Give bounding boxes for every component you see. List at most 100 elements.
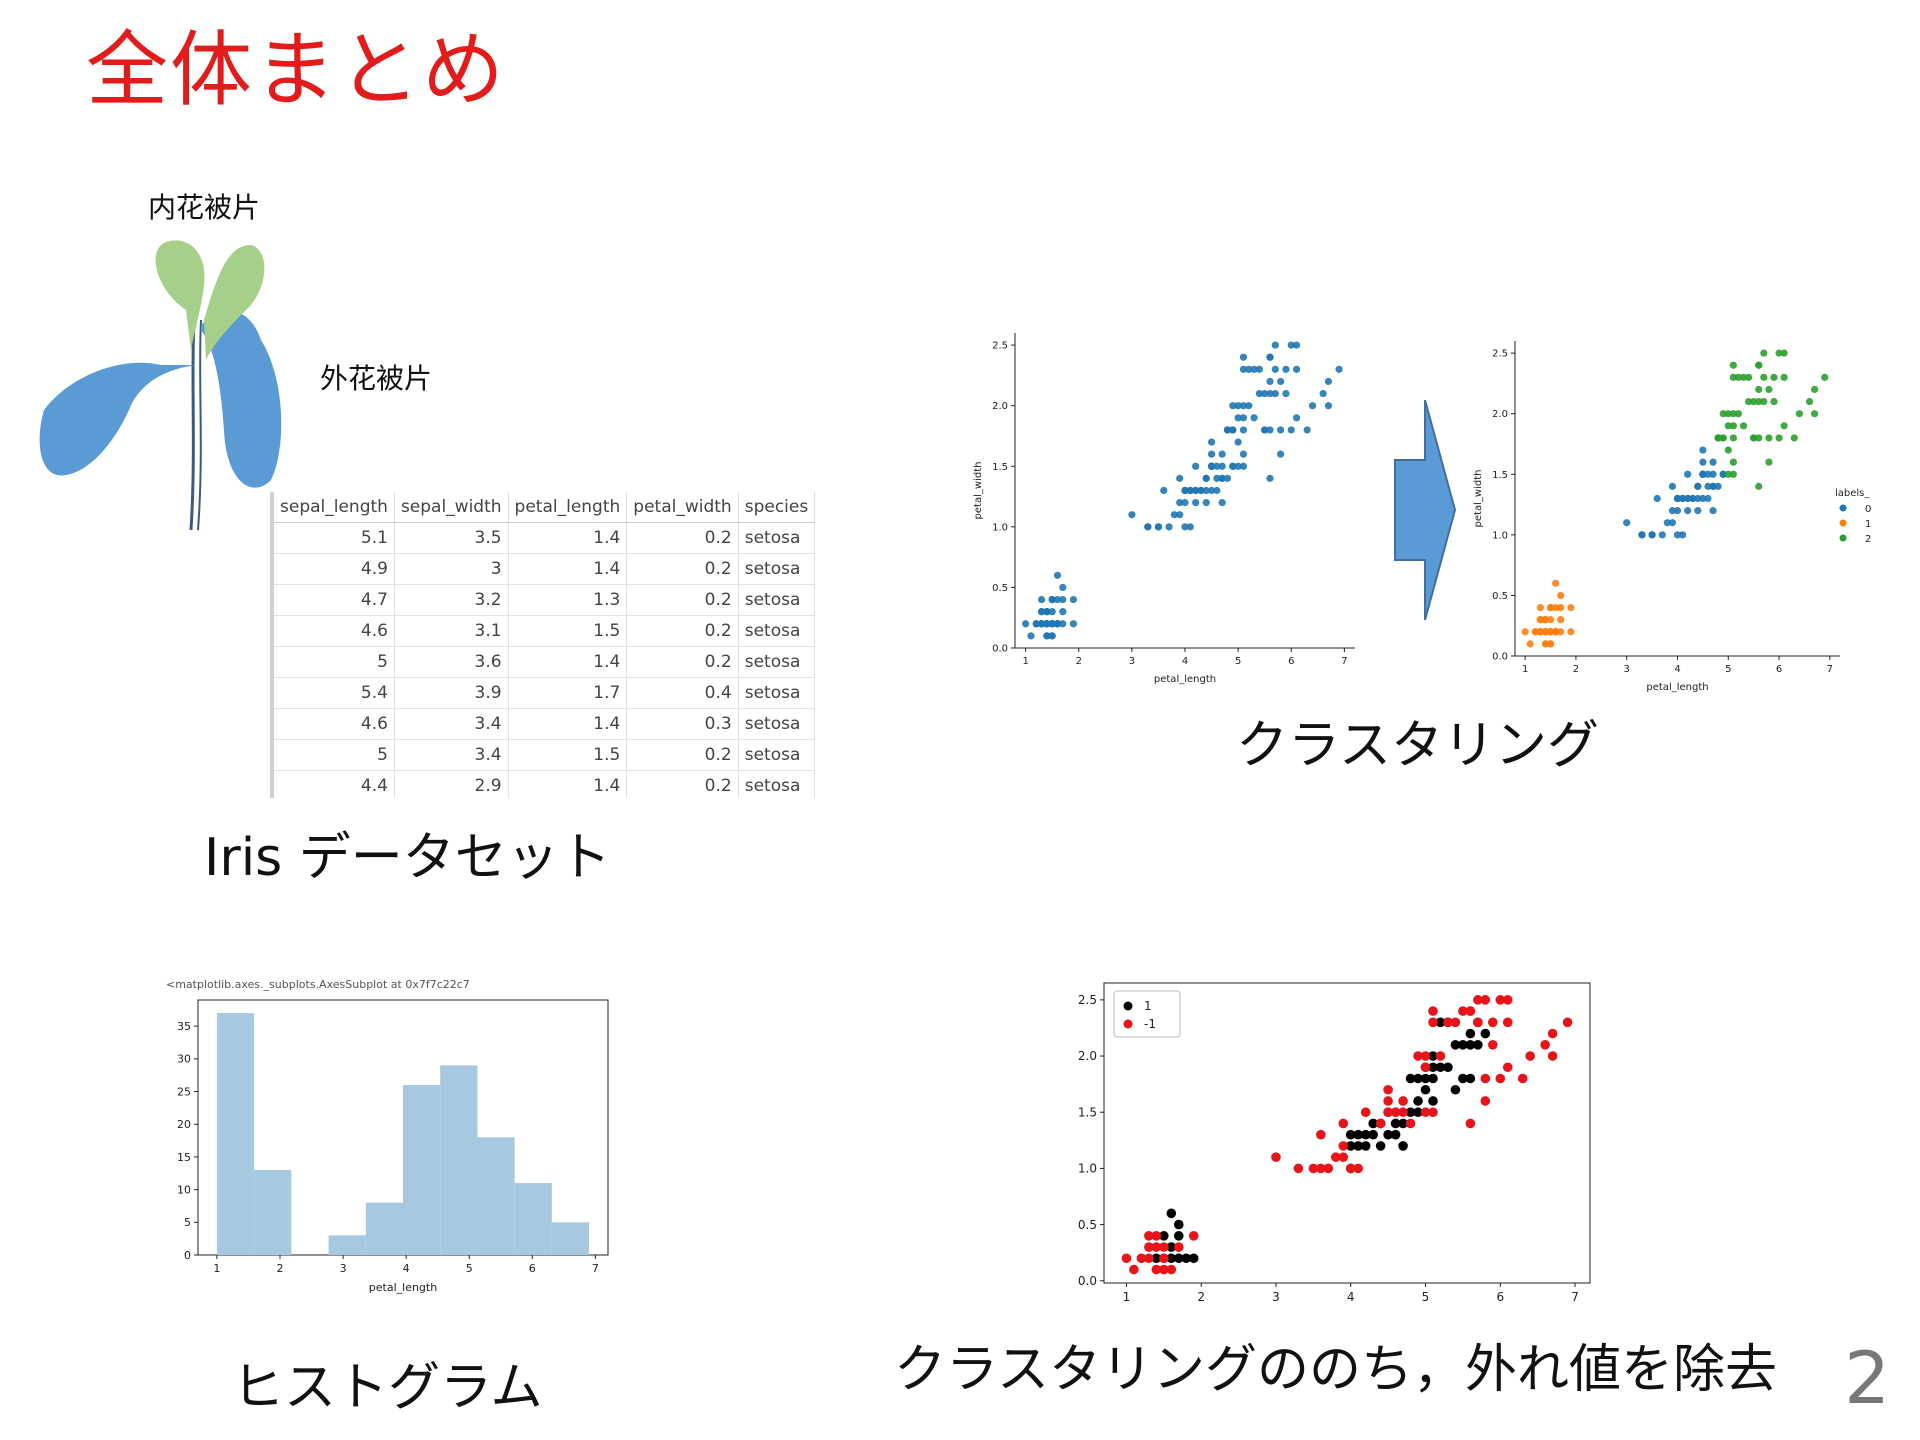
inlier-point [1390,1129,1401,1140]
legend-label: 1 [1865,519,1871,530]
scatter-point [1048,608,1056,616]
scatter-point [1239,450,1248,458]
scatter-point [1541,616,1550,624]
histogram-bar [254,1170,292,1255]
x-tick-label: 6 [1776,664,1782,675]
x-tick-label: 4 [1182,656,1188,667]
table-cell: 0.2 [626,522,739,554]
outlier-point [1166,1264,1177,1275]
scatter-point [1546,628,1555,636]
table-row: 5 3.6 1.4 0.2 setosa [274,646,816,678]
scatter-point [1734,373,1743,381]
scatter-point [1271,365,1279,373]
outlier-point [1151,1231,1162,1241]
y-tick-label: 25 [177,1085,191,1098]
histogram-bar [216,1013,255,1255]
outlier-point [1502,1062,1513,1073]
outlier-point [1271,1152,1281,1162]
outlier-point [1144,1242,1154,1252]
outlier-point [1502,1017,1513,1028]
y-tick-label: 2.0 [1492,409,1508,420]
outlier-point [1458,1006,1468,1016]
scatter-point [1271,341,1279,349]
inlier-point [1413,1096,1423,1106]
inlier-point [1443,1062,1453,1073]
scatter-point [1207,462,1216,470]
scatter-point [1724,410,1732,418]
scatter-point [1192,462,1200,470]
table-cell: 1.5 [508,615,628,647]
scatter-point [1165,523,1173,531]
scatter-point [1678,494,1687,503]
scatter-before-clustering: 1 2 3 4 5 6 7 0.0 0.5 1.0 1.5 2.0 2.5 petal_length pet… [973,333,1355,685]
outlier-point [1450,1017,1461,1028]
table-cell: 5 [274,739,395,771]
table-cell: 0.2 [626,584,739,616]
scatter-point [1069,595,1078,604]
scatter-point [1192,499,1200,507]
scatter-point [1282,389,1290,398]
table-header-row: sepal_length sepal_width petal_length petal… [274,492,816,523]
scatter-point [1059,608,1067,616]
scatter-point [1037,595,1046,604]
x-tick-label: 2 [1076,656,1082,667]
scatter-point [1770,397,1778,406]
scatter-point [1250,365,1258,373]
table-cell: setosa [738,646,816,678]
scatter-point [1694,507,1702,515]
scatter-point [1266,474,1274,482]
x-tick-label: 4 [1347,1290,1355,1304]
inlier-point [1375,1141,1386,1151]
y-tick-label: 0.0 [1492,652,1508,663]
x-tick-label: 7 [1571,1290,1579,1304]
scatter-point [1750,434,1758,442]
table-cell: 3.2 [394,584,509,616]
outlier-point [1323,1163,1334,1174]
outlier-point [1398,1096,1408,1106]
outlier-point [1495,1073,1506,1084]
table-cell: 5.4 [274,677,395,709]
table-cell: 0.2 [626,739,739,771]
scatter-point [1234,462,1242,470]
scatter-point [1176,511,1184,519]
table-cell: 4.4 [274,770,395,798]
scatter-point [1663,519,1671,527]
table-cell: setosa [738,522,816,554]
inlier-point [1465,1028,1476,1039]
scatter-point [1218,462,1226,470]
y-tick-label: 2.0 [992,401,1008,412]
table-cell: 1.7 [508,677,628,709]
outlier-point [1517,1073,1528,1084]
legend-label: 0 [1865,504,1871,515]
scatter-point [1245,365,1253,373]
table-row: 4.6 3.1 1.5 0.2 setosa [274,615,816,647]
scatter-point [1557,591,1565,600]
scatter-point [1780,349,1788,357]
scatter-point [1729,458,1737,466]
y-tick-label: 35 [177,1020,191,1033]
inlier-point [1413,1073,1423,1084]
flower-stem-2 [197,319,202,531]
y-tick-label: 1.0 [992,522,1008,533]
x-tick-label: 3 [1624,664,1630,675]
scatter-point [1144,523,1152,531]
table-cell: 0.3 [626,708,739,740]
scatter-point [1541,628,1550,636]
scatter-point [1668,507,1677,515]
scatter-point [1790,434,1798,442]
table-row: 5.4 3.9 1.7 0.4 setosa [274,677,816,709]
outlier-point [1405,1118,1416,1129]
outlier-point [1375,1118,1386,1129]
scatter-point [1684,507,1692,515]
table-cell: 0.2 [626,770,739,798]
outlier-point [1121,1253,1132,1264]
scatter-point [1658,531,1666,539]
outlier-point [1173,1242,1184,1252]
column-header-species: species [738,492,816,523]
inlier-point [1173,1253,1184,1264]
scatter-point [1541,640,1550,648]
scatter-point [1239,462,1248,470]
outer-tepal-left [39,362,196,476]
scatter-point [1648,531,1656,539]
outlier-point [1151,1242,1162,1252]
